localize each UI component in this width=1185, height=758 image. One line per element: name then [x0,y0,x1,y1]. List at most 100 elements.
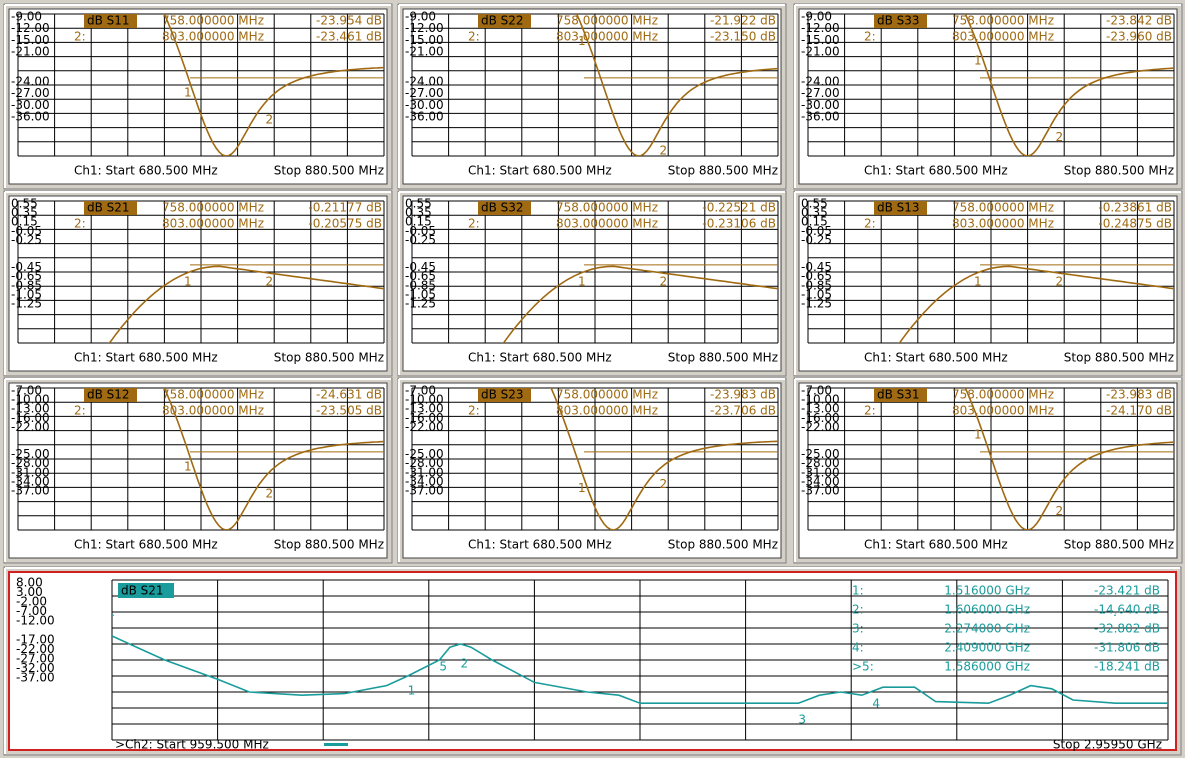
trace [550,388,778,530]
marker-value: -0.22521 dB [702,201,776,215]
marker-freq: 803.000000 MHz [556,217,658,231]
marker-value: -0.23861 dB [1098,201,1172,215]
y-tick-label: -15.00 [405,33,444,47]
y-tick-label: 0.55 [405,197,432,211]
marker-number: 1 [408,684,416,698]
trace-label-bg [84,388,137,402]
y-tick-label: -36.00 [11,110,50,124]
y-tick-label: -25.00 [11,447,50,461]
marker-freq: 758.000000 MHz [162,201,264,215]
marker-tag: 2: [852,603,864,617]
marker-number: 1 [184,274,192,288]
y-tick-label: -27.00 [16,652,55,666]
y-tick-label: -7.00 [801,384,832,398]
stop-label: Stop 2.95950 GHz [1053,738,1162,752]
stop-label: Stop 880.500 MHz [274,164,384,178]
stop-label: Stop 880.500 MHz [274,351,384,365]
marker-number: 1 [974,428,982,442]
y-tick-label: 0.15 [11,215,38,229]
marker-value: -0.20575 dB [308,217,382,231]
marker-tag: 2: [864,217,876,231]
marker-number: 1 [184,85,192,99]
marker-value: -23.954 dB [316,14,382,28]
marker-number: 1 [974,54,982,68]
y-tick-label: -24.00 [405,74,444,88]
marker-value: -23.983 dB [710,388,776,402]
y-tick-label: 8.00 [16,576,43,590]
y-tick-label: -37.00 [11,484,50,498]
trace-label-bg [478,14,531,28]
y-tick-label: -0.85 [11,278,42,292]
y-tick-label: -25.00 [801,447,840,461]
y-tick-label: -1.25 [801,297,832,311]
stop-label: Stop 880.500 MHz [1064,538,1174,552]
marker-value: -23.505 dB [316,404,382,418]
marker-value: -23.461 dB [316,30,382,44]
marker-tag: 2: [468,217,480,231]
marker-value: -24.170 dB [1106,404,1172,418]
marker-number: 2 [460,657,468,671]
y-tick-label: -22.00 [16,642,55,656]
trace [964,14,1174,156]
y-tick-label: -1.05 [405,287,436,301]
y-tick-label: -36.00 [801,110,840,124]
marker-freq: 803.000000 MHz [162,404,264,418]
panel-screen [8,195,388,372]
marker-number: 1 [578,481,586,495]
trace-label-bg [874,201,927,215]
marker-number: 5 [439,660,447,674]
trace-label: dB S12 [87,388,130,402]
panel-screen [798,8,1178,185]
y-tick-label: -21.00 [11,45,50,59]
y-tick-label: -13.00 [801,402,840,416]
y-tick-label: -34.00 [405,474,444,488]
panel-screen [402,382,782,559]
marker-freq: 1.516000 GHz [944,584,1030,598]
trace-label: dB S32 [481,201,524,215]
marker-tag: 2: [74,30,86,44]
marker-value: -23.421 dB [1094,584,1160,598]
y-tick-label: 0.35 [11,206,38,220]
trace-label: dB S21 [121,584,164,598]
marker-number: 2 [1056,504,1064,518]
marker-freq: 803.000000 MHz [162,30,264,44]
y-tick-label: -7.00 [16,604,47,618]
marker-number: 2 [266,274,274,288]
trace-label-bg [84,201,137,215]
marker-freq: 758.000000 MHz [556,201,658,215]
y-tick-label: 0.35 [405,206,432,220]
trace [163,388,384,530]
trace-label: dB S21 [87,201,130,215]
y-tick-label: -37.00 [16,671,55,685]
marker-number: 2 [1056,130,1064,144]
y-tick-label: -12.00 [405,21,444,35]
marker-freq: 758.000000 MHz [162,388,264,402]
marker-freq: 803.000000 MHz [162,217,264,231]
start-label: Ch1: Start 680.500 MHz [74,538,218,552]
y-tick-label: -0.25 [11,233,42,247]
trace-label-bg [874,14,927,28]
y-tick-label: -0.85 [801,278,832,292]
marker-number: 1 [184,459,192,473]
y-tick-label: -0.85 [405,278,436,292]
marker-number: 2 [1056,274,1064,288]
y-tick-label: -28.00 [11,456,50,470]
y-tick-label: -9.00 [801,10,832,24]
y-tick-label: -34.00 [11,474,50,488]
marker-value: -24.631 dB [316,388,382,402]
y-tick-label: -1.25 [405,297,436,311]
marker-freq: 803.000000 MHz [952,217,1054,231]
y-tick-label: -32.00 [16,661,55,675]
y-tick-label: -2.00 [16,594,47,608]
marker-value: -32.802 dB [1094,622,1160,636]
y-tick-label: -34.00 [801,474,840,488]
y-tick-label: -27.00 [11,86,50,100]
marker-number: 1 [578,34,586,48]
marker-value: -21.922 dB [710,14,776,28]
trace-label: dB S23 [481,388,524,402]
y-tick-label: 0.35 [801,206,828,220]
y-tick-label: -0.25 [801,233,832,247]
marker-value: -0.23106 dB [702,217,776,231]
stop-label: Stop 880.500 MHz [668,351,778,365]
trace-label: dB S13 [877,201,920,215]
